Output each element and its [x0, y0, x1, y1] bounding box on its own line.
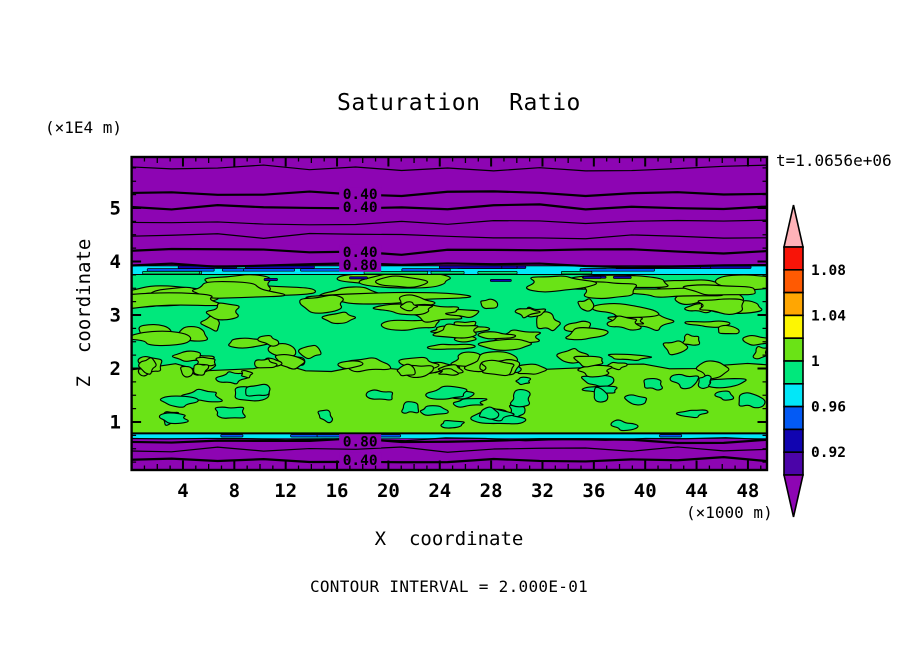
z-tick-label: 4	[110, 251, 121, 273]
contour-line-label: 0.80	[343, 434, 378, 450]
contour-line-label: 0.40	[343, 200, 378, 216]
x-tick-label: 36	[582, 480, 605, 502]
contour-interval-caption: CONTOUR INTERVAL = 2.000E-01	[309, 577, 589, 596]
x-tick-label: 40	[634, 480, 657, 502]
colorbar-label: 0.96	[811, 400, 846, 416]
contour-line-label: 0.80	[343, 258, 378, 274]
z-tick-label: 3	[110, 305, 121, 327]
x-tick-label: 4	[177, 480, 188, 502]
contour-line-label: 0.40	[343, 245, 378, 261]
x-tick-label: 16	[326, 480, 349, 502]
x-axis-title: X coordinate	[374, 528, 524, 550]
z-tick-label: 5	[110, 198, 121, 220]
z-tick-label: 2	[110, 358, 121, 380]
colorbar-label: 1.04	[811, 308, 846, 324]
contour-line-label: 0.40	[343, 187, 378, 203]
plot-frame	[130, 155, 769, 472]
y-axis-unit-label: (×1E4 m)	[45, 118, 123, 137]
chart-title: Saturation Ratio	[337, 90, 581, 116]
x-tick-label: 32	[531, 480, 554, 502]
x-axis-unit-label: (×1000 m)	[686, 503, 773, 522]
x-tick-label: 20	[377, 480, 400, 502]
colorbar-label: 1.08	[811, 263, 846, 279]
x-tick-label: 24	[428, 480, 451, 502]
y-axis-title: Z coordinate	[73, 238, 95, 388]
colorbar: 1.08 1.04 1 0.96 0.92	[782, 204, 846, 518]
colorbar-label: 0.92	[811, 445, 846, 461]
x-tick-label: 44	[685, 480, 708, 502]
x-tick-label: 12	[274, 480, 297, 502]
x-tick-label: 28	[480, 480, 503, 502]
x-tick-label: 48	[736, 480, 759, 502]
x-tick-label: 8	[229, 480, 240, 502]
time-annotation: t=1.0656e+06	[776, 151, 892, 170]
z-tick-label: 1	[110, 412, 121, 434]
plot-area: 0.400.400.400.800.800.40	[131, 157, 768, 470]
colorbar-label: 1	[811, 354, 820, 370]
contour-line-label: 0.40	[343, 453, 378, 469]
